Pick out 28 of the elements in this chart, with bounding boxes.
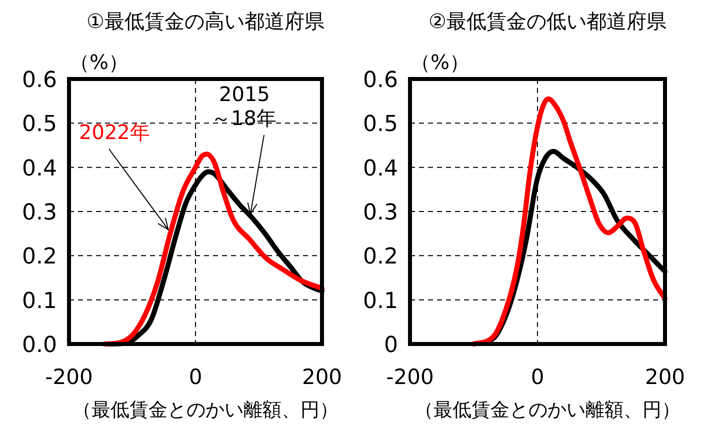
x-axis-title: （最低賃金とのかい離額、円） bbox=[72, 399, 338, 421]
y-tick-label: 0.6 bbox=[22, 68, 57, 93]
y-axis-title: （%） bbox=[410, 50, 470, 74]
y-tick-label: 0.5 bbox=[363, 112, 398, 138]
y-tick-label: 0.2 bbox=[22, 244, 57, 270]
y-tick-label: 0.0 bbox=[22, 333, 57, 358]
y-tick-label: 0.1 bbox=[22, 288, 57, 314]
y-tick-label: 0.6 bbox=[363, 68, 398, 93]
chart-title: ②最低賃金の低い都道府県 bbox=[428, 9, 666, 33]
x-tick-label: -200 bbox=[386, 365, 434, 389]
x-tick-label: 0 bbox=[530, 365, 544, 389]
y-tick-label: 0.2 bbox=[363, 244, 398, 270]
y-tick-label: 0.4 bbox=[363, 156, 398, 182]
y-tick-label: 0.3 bbox=[363, 200, 398, 226]
y-tick-label: 0.3 bbox=[22, 200, 57, 226]
text: 2015 ～18年 bbox=[211, 82, 276, 130]
x-tick-label: 200 bbox=[302, 365, 342, 389]
y-tick-label: 0 bbox=[384, 333, 398, 358]
y-tick-label: 0.5 bbox=[22, 112, 57, 138]
y-axis-title: （%） bbox=[69, 50, 129, 74]
text: 2022年 bbox=[79, 120, 150, 144]
x-tick-label: 200 bbox=[644, 365, 686, 389]
y-tick-label: 0.1 bbox=[363, 288, 398, 314]
x-axis-title: （最低賃金とのかい離額、円） bbox=[414, 399, 680, 421]
x-tick-label: 0 bbox=[188, 365, 202, 389]
x-tick-label: -200 bbox=[45, 365, 93, 389]
chart-title: ①最低賃金の高い都道府県 bbox=[86, 9, 324, 33]
y-tick-label: 0.4 bbox=[22, 156, 57, 182]
